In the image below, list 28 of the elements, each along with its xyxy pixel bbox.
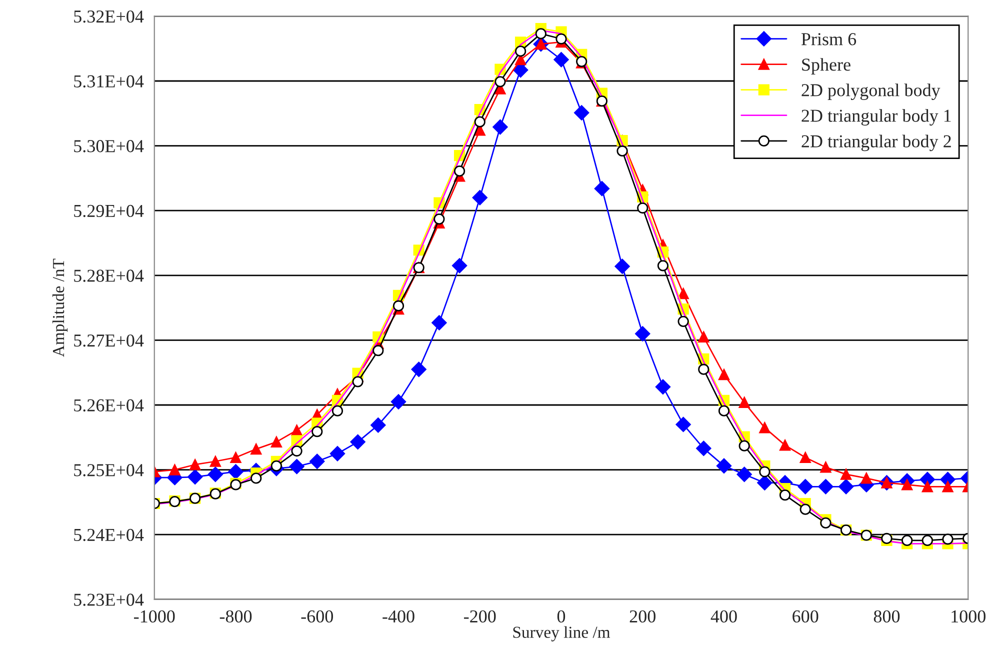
x-tick-label: -600 <box>301 610 333 623</box>
y-tick-label: 5.30E+04 <box>74 140 144 152</box>
y-axis-title: Amplitude /nT <box>52 258 68 357</box>
x-tick-label: -400 <box>382 610 414 623</box>
y-tick-label: 5.24E+04 <box>74 528 144 542</box>
x-tick-label: 600 <box>792 610 818 623</box>
y-tick-label: 5.29E+04 <box>74 204 144 218</box>
x-tick-label: 800 <box>874 610 900 623</box>
x-tick-label: -800 <box>220 610 252 623</box>
x-tick-label: 1000 <box>952 610 986 623</box>
legend-label: 2D triangular body 2 <box>802 134 951 152</box>
y-tick-label: 5.26E+04 <box>74 399 144 412</box>
legend-label: 2D triangular body 1 <box>802 109 951 126</box>
x-tick-label: 400 <box>710 610 737 623</box>
y-tick-label: 5.27E+04 <box>74 334 144 347</box>
x-tick-label: -1000 <box>134 610 175 623</box>
legend-label: Sphere <box>802 58 850 74</box>
legend-label: 2D polygonal body <box>802 84 940 100</box>
y-tick-label: 5.31E+04 <box>74 75 144 88</box>
x-tick-label: 0 <box>557 610 566 623</box>
x-tick-label: 200 <box>630 610 656 623</box>
y-tick-label: 5.25E+04 <box>74 464 144 476</box>
x-axis-title: Survey line /m <box>513 626 610 642</box>
y-tick-label: 5.32E+04 <box>74 10 144 23</box>
x-tick-label: -200 <box>464 610 496 623</box>
legend-label: Prism 6 <box>801 33 856 46</box>
y-tick-label: 5.23E+04 <box>74 594 144 606</box>
y-tick-label: 5.28E+04 <box>74 270 144 282</box>
